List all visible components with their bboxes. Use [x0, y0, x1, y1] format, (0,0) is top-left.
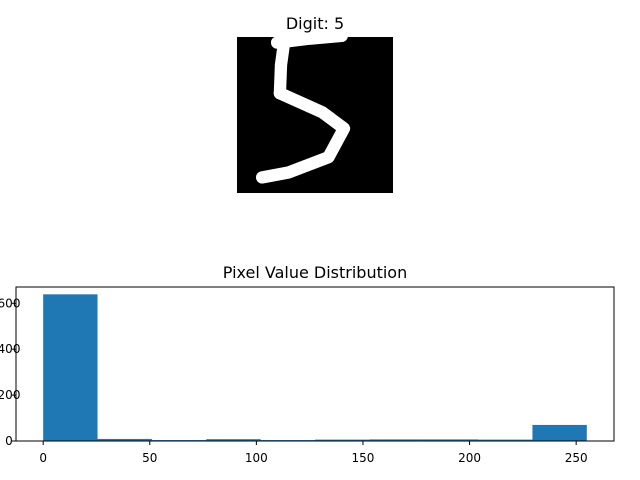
x-tick-label: 100 [245, 451, 268, 465]
digit-title: Digit: 5 [286, 14, 344, 33]
digit-image [237, 29, 393, 193]
histogram-bar [43, 294, 98, 441]
histogram-bars [43, 294, 587, 441]
y-tick-label: 400 [0, 342, 20, 356]
histogram-bar [478, 439, 533, 441]
digit-stroke [273, 34, 291, 100]
histogram-axes-frame [15, 286, 615, 442]
x-tick-label: 0 [39, 451, 47, 465]
digit-strokes [255, 29, 351, 184]
histogram-bar [315, 439, 370, 441]
x-tick-label: 250 [565, 451, 588, 465]
x-tick-label: 150 [352, 451, 375, 465]
histogram-bar [369, 439, 424, 441]
y-tick-label: 600 [0, 296, 20, 310]
digit-stroke [255, 87, 351, 184]
histogram-bar [532, 424, 587, 441]
y-tick-label: 200 [0, 388, 20, 402]
y-tick-label: 0 [5, 434, 13, 448]
histogram-bar [423, 439, 479, 441]
histogram-bar [97, 438, 152, 441]
histogram-y-ticks: 0 200 400 600 [0, 296, 20, 448]
x-tick-label: 200 [458, 451, 481, 465]
histogram-title: Pixel Value Distribution [223, 263, 407, 282]
histogram-x-ticks: 0 50 100 150 200 250 [39, 441, 588, 465]
x-tick-label: 50 [142, 451, 157, 465]
histogram-bar [206, 439, 261, 441]
histogram: 0 50 100 150 200 250 0 200 400 600 [0, 286, 615, 465]
